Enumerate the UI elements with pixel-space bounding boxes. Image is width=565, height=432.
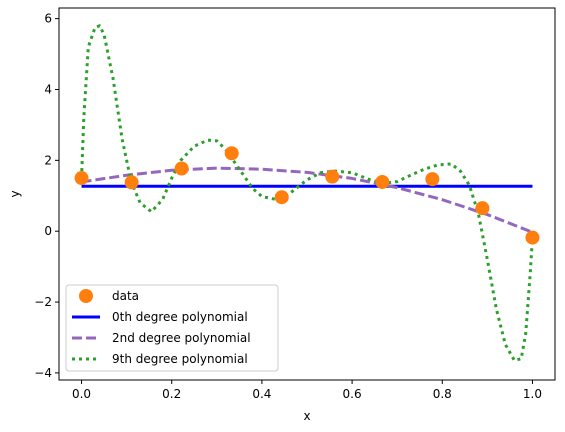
y-axis: −4 −2 0 2 4 6 bbox=[34, 12, 59, 380]
x-tick-label: 0.4 bbox=[252, 387, 271, 401]
series-line-9th-degree-polynomial bbox=[80, 24, 534, 363]
data-point bbox=[74, 171, 89, 186]
series-line-2nd-degree-polynomial bbox=[81, 166, 533, 234]
x-tick-label: 0.6 bbox=[343, 387, 362, 401]
data-point bbox=[274, 190, 289, 205]
x-axis-label: x bbox=[303, 409, 310, 423]
y-tick-label: −4 bbox=[34, 366, 52, 380]
data-point bbox=[174, 161, 189, 176]
data-point bbox=[375, 174, 390, 189]
data-point bbox=[525, 230, 540, 245]
y-tick-label: 2 bbox=[44, 153, 52, 167]
legend-marker-data bbox=[79, 289, 93, 303]
plot-marks bbox=[74, 24, 540, 363]
y-tick-label: 6 bbox=[44, 12, 52, 26]
legend-label-data: data bbox=[112, 289, 139, 303]
legend-label-2nd: 2nd degree polynomial bbox=[112, 331, 251, 345]
x-tick-label: 0.2 bbox=[162, 387, 181, 401]
legend-label-9th: 9th degree polynomial bbox=[112, 352, 248, 366]
y-tick-label: 4 bbox=[44, 82, 52, 96]
data-point bbox=[475, 201, 490, 216]
data-point bbox=[425, 172, 440, 187]
x-tick-label: 0.0 bbox=[72, 387, 91, 401]
data-point bbox=[325, 169, 340, 184]
plot-frame bbox=[58, 7, 556, 381]
legend: data 0th degree polynomial 2nd degree po… bbox=[65, 284, 279, 372]
y-tick-label: 0 bbox=[44, 224, 52, 238]
x-axis: 0.0 0.2 0.4 0.6 0.8 1.0 bbox=[72, 380, 542, 401]
y-tick-label: −2 bbox=[34, 295, 52, 309]
y-axis-label: y bbox=[8, 190, 22, 197]
x-tick-label: 1.0 bbox=[523, 387, 542, 401]
data-point bbox=[124, 175, 139, 190]
x-tick-label: 0.8 bbox=[433, 387, 452, 401]
data-point bbox=[224, 146, 239, 161]
legend-label-0th: 0th degree polynomial bbox=[112, 310, 248, 324]
legend-frame bbox=[65, 284, 279, 372]
